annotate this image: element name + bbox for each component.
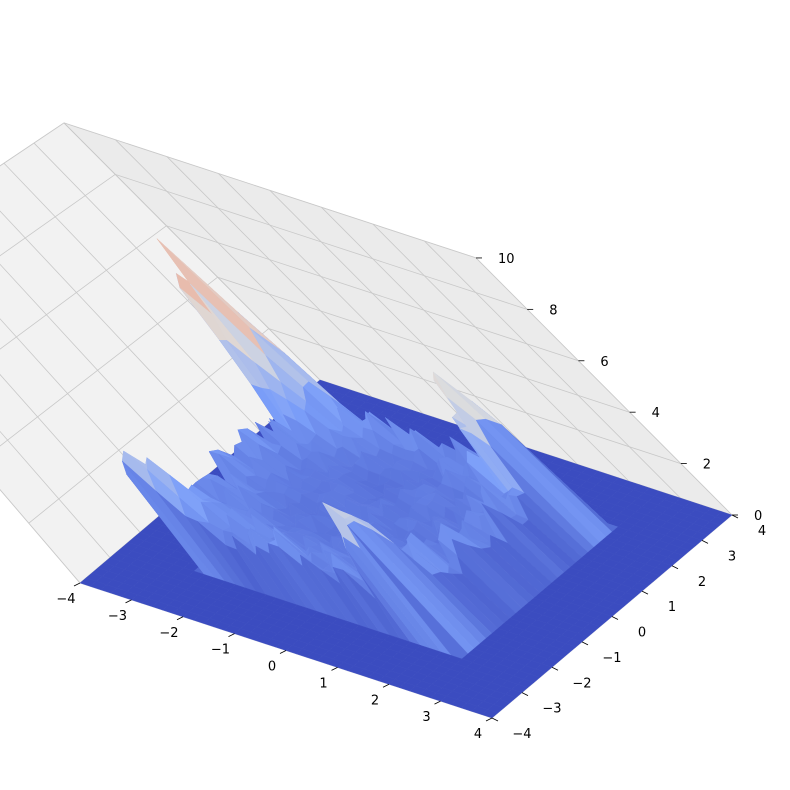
x-tick-label: −3 [108,609,127,624]
y-tick-label: −3 [542,702,561,717]
y-tick-mark [491,717,499,722]
surface-cell [481,709,499,719]
x-tick-label: 3 [422,710,430,725]
y-tick-label: −1 [602,651,621,666]
x-tick-mark [485,717,493,722]
x-tick-mark [279,650,287,654]
gridline-x-back [166,156,424,415]
y-tick-mark [581,641,589,646]
gridline-z [0,276,630,447]
y-tick-mark [671,565,679,570]
x-tick-mark [125,599,132,604]
x-tick-mark [382,683,390,688]
x-tick-label: 1 [319,676,327,691]
x-tick-label: −2 [159,626,178,641]
gridline-y-left [0,430,111,558]
y-tick-label: −4 [512,727,531,742]
x-tick-label: −1 [211,643,230,658]
y-tick-mark [731,514,739,519]
gridline-x-back [115,139,372,398]
x-tick-mark [73,582,81,587]
z-tick-label: 0 [754,509,762,524]
gridline-y-left [3,162,261,432]
x-tick-mark [228,633,235,637]
gridline-z [0,122,477,259]
z-tick-label: 4 [652,406,660,421]
x-tick-mark [176,616,184,621]
x-tick-mark [331,667,338,671]
x-tick-label: 4 [474,727,482,742]
y-tick-label: 4 [758,524,766,539]
x-tick-label: 0 [268,660,276,675]
gridline-z [0,173,528,310]
gridline-y-left [0,488,81,584]
gridline-x-back [424,240,681,499]
gridline-y-left [0,210,231,457]
gridline-x-back [475,257,733,516]
surface-plot [79,238,733,719]
gridline-z [28,328,681,524]
y-tick-label: 3 [728,549,736,564]
y-tick-mark [701,540,709,544]
gridline-x-back [269,190,527,448]
gridline-y-left [63,122,321,381]
gridline-y-left [0,263,201,482]
y-tick-mark [641,590,649,595]
y-tick-label: −2 [572,676,591,691]
gridline-x-back [321,207,578,465]
x-tick-label: −4 [56,592,75,607]
gridline-x-back [372,223,630,482]
gridline-x-back [218,173,475,431]
y-tick-mark [551,666,559,671]
x-tick-label: 2 [371,693,379,708]
y-tick-label: 1 [668,600,676,615]
y-tick-label: 2 [698,575,706,590]
gridline-z [0,225,579,362]
z-tick-label: 8 [549,303,557,318]
x-tick-mark [434,700,441,705]
z-tick-label: 2 [703,458,711,473]
y-tick-label: 0 [638,626,646,641]
y-tick-mark [611,616,619,620]
z-tick-label: 6 [600,355,608,370]
y-tick-mark [521,692,529,696]
z-tick-label: 10 [498,252,515,267]
gridline-y-left [0,373,141,533]
